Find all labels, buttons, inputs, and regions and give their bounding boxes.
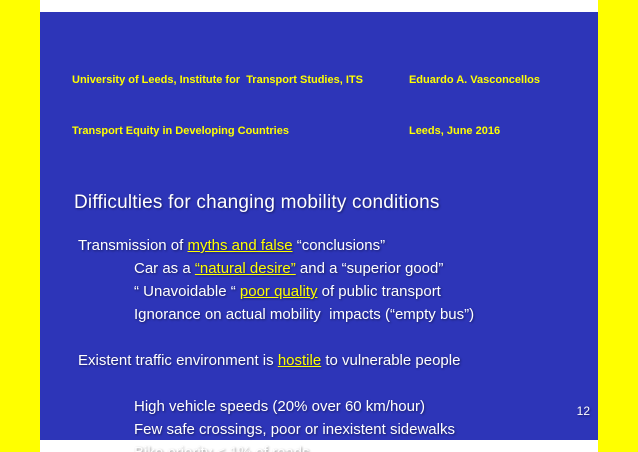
body-text: “ Unavoidable “ xyxy=(134,283,240,300)
slide: University of Leeds, Institute for Trans… xyxy=(40,12,598,452)
body-line: Car as a “natural desire” and a “superio… xyxy=(78,257,598,280)
highlighted-text: “natural desire” xyxy=(194,260,296,277)
header-course: Transport Equity in Developing Countries xyxy=(72,125,289,137)
body-text: Bike priority < 1% of roads xyxy=(134,444,310,452)
body-text: of public transport xyxy=(317,283,441,300)
highlighted-text: poor quality xyxy=(239,283,318,300)
body-text: Transmission of xyxy=(78,237,188,254)
body-text: Car as a xyxy=(134,260,195,277)
slide-header: University of Leeds, Institute for Trans… xyxy=(40,12,598,174)
body-text: to vulnerable people xyxy=(321,352,461,369)
body-line: High vehicle speeds (20% over 60 km/hour… xyxy=(78,395,598,418)
header-author: Eduardo A. Vasconcellos xyxy=(408,74,540,86)
body-line: Ignorance on actual mobility impacts (“e… xyxy=(78,303,598,326)
body-line: Few safe crossings, poor or inexistent s… xyxy=(78,418,598,441)
body-line: Transmission of myths and false “conclus… xyxy=(78,234,598,257)
left-accent-bar xyxy=(0,0,40,452)
body-text: Existent traffic environment is xyxy=(78,352,278,369)
right-accent-bar xyxy=(598,0,638,452)
page-number: 12 xyxy=(576,404,590,418)
header-date: Leeds, June 2016 xyxy=(408,125,501,137)
blank-line xyxy=(78,372,598,395)
header-institution: University of Leeds, Institute for Trans… xyxy=(72,74,363,86)
highlighted-text: hostile xyxy=(277,352,322,369)
body-line: Bike priority < 1% of roads xyxy=(78,441,598,452)
slide-title: Difficulties for changing mobility condi… xyxy=(74,192,440,213)
blank-line xyxy=(78,326,598,349)
highlighted-text: myths and false xyxy=(187,237,293,254)
header-right: Eduardo A. Vasconcellos Leeds, June 2016 xyxy=(409,38,540,174)
body-line: Existent traffic environment is hostile … xyxy=(78,349,598,372)
body-text: Few safe crossings, poor or inexistent s… xyxy=(134,421,455,438)
body-text: High vehicle speeds (20% over 60 km/hour… xyxy=(134,398,425,415)
body-text: and a “superior good” xyxy=(295,260,444,277)
header-left: University of Leeds, Institute for Trans… xyxy=(72,38,363,174)
slide-body: Transmission of myths and false “conclus… xyxy=(78,234,598,452)
body-text: “conclusions” xyxy=(292,237,386,254)
body-text: Ignorance on actual mobility impacts (“e… xyxy=(134,306,475,323)
body-line: “ Unavoidable “ poor quality of public t… xyxy=(78,280,598,303)
